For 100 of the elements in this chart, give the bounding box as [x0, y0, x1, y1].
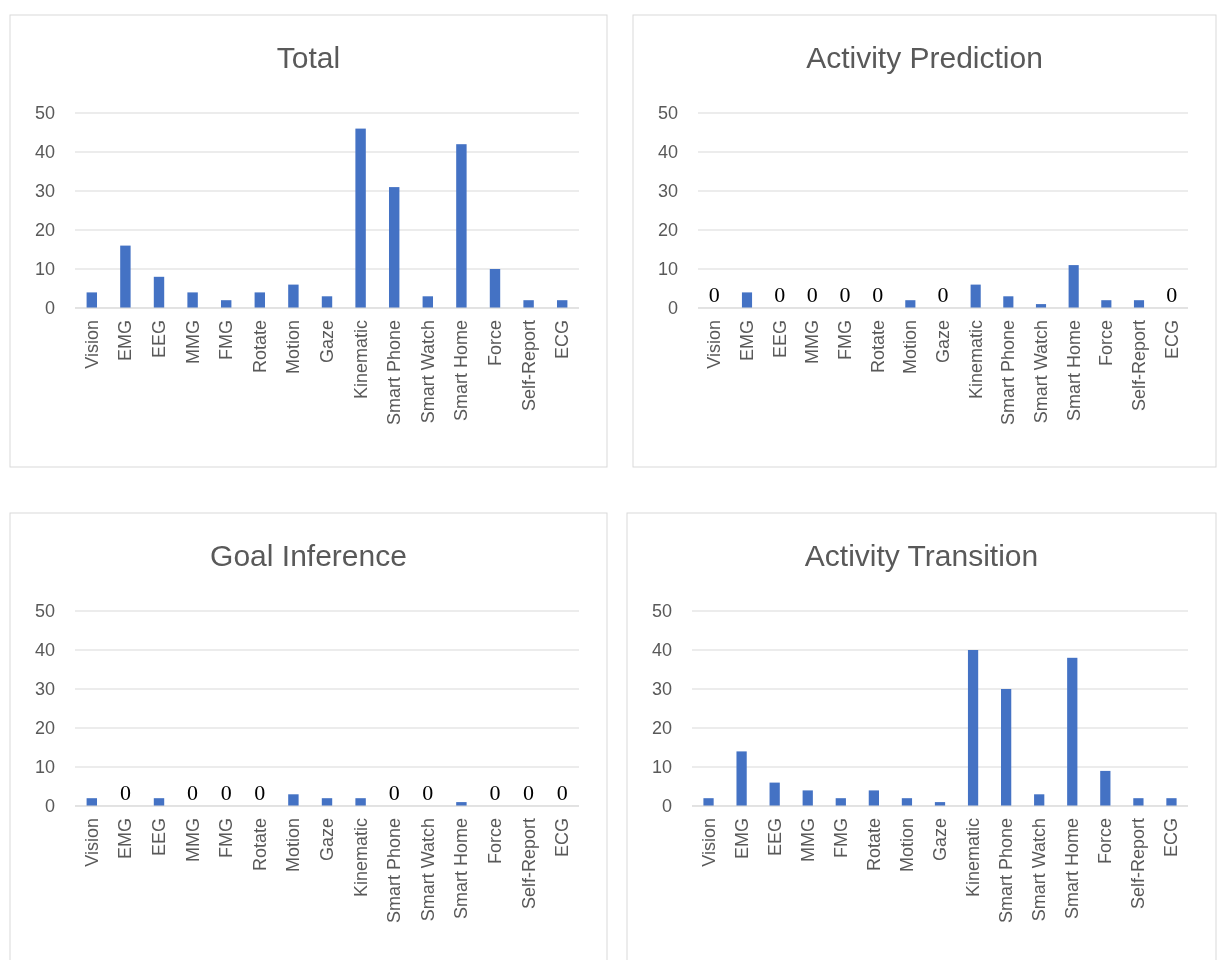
bar — [802, 790, 813, 806]
y-tick-label: 10 — [34, 757, 55, 778]
x-tick-label: Smart Home — [451, 818, 472, 920]
chart-title: Goal Inference — [210, 539, 407, 572]
data-label: 0 — [119, 780, 131, 805]
data-label: 0 — [254, 780, 266, 805]
x-tick-label: Self-Report — [1129, 320, 1149, 412]
y-tick-label: 30 — [651, 679, 672, 700]
x-tick-label: Smart Phone — [996, 818, 1017, 924]
bar — [120, 245, 131, 308]
bar — [86, 292, 98, 308]
bar — [1067, 657, 1078, 806]
bar — [1001, 689, 1012, 806]
x-tick-label: Smart Watch — [1029, 818, 1050, 922]
chart-title: Total — [276, 41, 341, 74]
bar — [1166, 798, 1177, 806]
y-tick-label: 50 — [34, 103, 55, 124]
bar — [355, 128, 366, 308]
x-tick-label: Rotate — [249, 818, 270, 872]
y-tick-label: 0 — [661, 796, 672, 817]
x-tick-label: Smart Phone — [384, 320, 405, 426]
x-tick-label: Vision — [81, 818, 102, 867]
y-tick-label: 20 — [34, 718, 55, 739]
data-label: 0 — [523, 780, 535, 805]
bar — [1003, 296, 1014, 308]
y-tick-label: 50 — [657, 103, 678, 124]
y-tick-label: 40 — [34, 640, 55, 661]
x-tick-label: Kinematic — [963, 818, 984, 898]
x-tick-label: Force — [1095, 818, 1116, 865]
x-tick-label: Gaze — [933, 320, 953, 364]
y-tick-label: 50 — [651, 601, 672, 622]
y-tick-label: 10 — [34, 259, 55, 280]
x-tick-label: Kinematic — [350, 320, 371, 400]
bar — [1100, 770, 1111, 806]
x-tick-label: Smart Home — [1063, 320, 1084, 422]
x-tick-label: Vision — [704, 320, 725, 369]
x-tick-label: EEG — [149, 320, 169, 359]
x-tick-label: Motion — [283, 320, 304, 375]
chart-title: Activity Prediction — [806, 41, 1043, 74]
bar — [769, 782, 780, 806]
x-tick-label: Motion — [896, 818, 917, 873]
bar — [1034, 794, 1045, 806]
data-label: 0 — [220, 780, 232, 805]
x-tick-label: Smart Home — [451, 320, 472, 422]
bar — [388, 187, 400, 308]
bar — [967, 650, 979, 806]
y-tick-label: 20 — [651, 718, 672, 739]
y-tick-label: 30 — [34, 679, 55, 700]
x-tick-label: Self-Report — [1128, 818, 1149, 910]
data-label: 0 — [1166, 282, 1178, 307]
x-tick-label: Smart Watch — [417, 320, 438, 424]
y-tick-label: 0 — [667, 298, 678, 319]
x-tick-label: Force — [1096, 320, 1117, 367]
x-tick-label: Self-Report — [518, 818, 539, 910]
x-tick-label: FMG — [830, 818, 851, 858]
x-tick-label: ECG — [552, 818, 573, 858]
x-tick-label: MMG — [802, 320, 823, 364]
x-tick-label: EMG — [731, 818, 752, 860]
x-tick-label: EEG — [149, 818, 169, 857]
bar — [422, 296, 434, 308]
x-tick-label: Smart Phone — [384, 818, 405, 924]
bar — [456, 144, 467, 308]
y-tick-label: 50 — [34, 601, 55, 622]
x-tick-label: Gaze — [317, 320, 337, 364]
y-tick-label: 30 — [34, 181, 55, 202]
x-tick-label: Vision — [698, 818, 719, 867]
x-tick-label: FMG — [216, 320, 237, 360]
bar — [1068, 265, 1079, 308]
data-label: 0 — [489, 780, 501, 805]
bar — [321, 296, 333, 308]
x-tick-label: Self-Report — [518, 320, 539, 412]
y-tick-label: 40 — [657, 142, 678, 163]
data-label: 0 — [872, 282, 884, 307]
x-tick-label: EMG — [115, 818, 136, 860]
x-tick-label: FMG — [835, 320, 855, 360]
x-tick-label: Rotate — [249, 320, 270, 374]
x-tick-label: Rotate — [867, 320, 888, 374]
bar — [741, 292, 753, 308]
y-tick-label: 30 — [657, 181, 678, 202]
x-tick-label: ECG — [1161, 818, 1182, 858]
x-tick-label: MMG — [182, 320, 203, 364]
x-tick-label: EMG — [115, 320, 136, 362]
data-label: 0 — [422, 780, 434, 805]
x-tick-label: Rotate — [863, 818, 884, 872]
x-tick-label: Kinematic — [350, 818, 371, 898]
y-tick-label: 40 — [651, 640, 672, 661]
bar — [1133, 798, 1144, 806]
x-tick-label: Gaze — [930, 818, 950, 862]
bar — [703, 798, 714, 806]
y-tick-label: 0 — [44, 298, 55, 319]
bar — [736, 751, 747, 806]
bar — [153, 276, 165, 308]
x-tick-label: Smart Watch — [1031, 320, 1051, 424]
y-tick-label: 40 — [34, 142, 55, 163]
x-tick-label: Smart Watch — [417, 818, 438, 922]
y-tick-label: 10 — [657, 259, 678, 280]
data-label: 0 — [839, 282, 851, 307]
data-label: 0 — [937, 282, 949, 307]
x-tick-label: Motion — [283, 818, 304, 873]
y-tick-label: 20 — [657, 220, 678, 241]
